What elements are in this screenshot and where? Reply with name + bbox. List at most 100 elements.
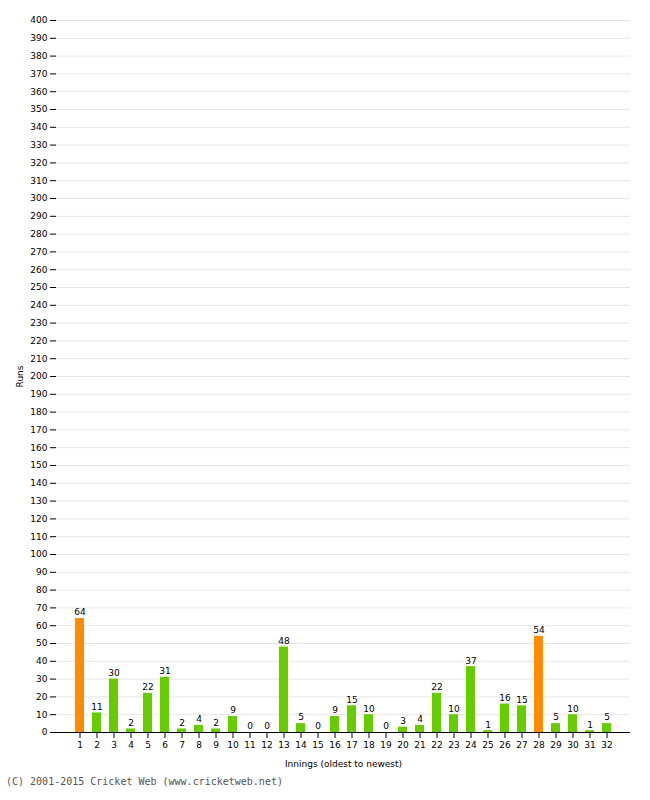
svg-text:3: 3: [111, 740, 117, 750]
svg-text:30: 30: [36, 674, 48, 684]
svg-text:27: 27: [516, 740, 527, 750]
svg-text:180: 180: [30, 407, 47, 417]
svg-text:32: 32: [601, 740, 612, 750]
svg-text:400: 400: [30, 15, 47, 25]
svg-text:170: 170: [30, 425, 47, 435]
svg-text:Innings (oldest to newest): Innings (oldest to newest): [285, 759, 402, 769]
svg-text:14: 14: [295, 740, 307, 750]
svg-text:0: 0: [247, 721, 253, 731]
svg-text:10: 10: [448, 704, 460, 714]
svg-text:320: 320: [30, 158, 47, 168]
svg-text:9: 9: [213, 740, 219, 750]
svg-text:1: 1: [485, 720, 491, 730]
svg-text:Runs: Runs: [15, 365, 25, 387]
svg-text:16: 16: [329, 740, 341, 750]
svg-text:220: 220: [30, 336, 47, 346]
svg-text:380: 380: [30, 51, 47, 61]
svg-text:29: 29: [550, 740, 562, 750]
svg-text:370: 370: [30, 69, 47, 79]
svg-text:160: 160: [30, 443, 47, 453]
svg-text:330: 330: [30, 140, 47, 150]
svg-text:140: 140: [30, 478, 47, 488]
svg-text:5: 5: [298, 712, 304, 722]
svg-text:10: 10: [227, 740, 239, 750]
svg-text:11: 11: [244, 740, 255, 750]
svg-text:390: 390: [30, 33, 47, 43]
svg-text:2: 2: [213, 718, 219, 728]
svg-text:2: 2: [128, 718, 134, 728]
svg-text:240: 240: [30, 300, 47, 310]
svg-text:15: 15: [346, 695, 357, 705]
svg-text:64: 64: [74, 607, 86, 617]
svg-text:21: 21: [414, 740, 425, 750]
svg-text:10: 10: [363, 704, 375, 714]
svg-text:80: 80: [36, 585, 48, 595]
svg-text:270: 270: [30, 247, 47, 257]
svg-text:200: 200: [30, 371, 47, 381]
svg-text:30: 30: [567, 740, 579, 750]
svg-text:190: 190: [30, 389, 47, 399]
svg-text:300: 300: [30, 193, 47, 203]
svg-text:1: 1: [77, 740, 83, 750]
svg-text:4: 4: [128, 740, 134, 750]
svg-text:10: 10: [567, 704, 579, 714]
svg-text:12: 12: [261, 740, 272, 750]
svg-text:26: 26: [499, 740, 511, 750]
svg-text:22: 22: [431, 740, 442, 750]
svg-text:5: 5: [604, 712, 610, 722]
svg-text:5: 5: [145, 740, 151, 750]
svg-text:18: 18: [363, 740, 375, 750]
svg-text:17: 17: [346, 740, 357, 750]
svg-text:150: 150: [30, 460, 47, 470]
svg-text:350: 350: [30, 104, 47, 114]
svg-text:10: 10: [36, 710, 48, 720]
svg-text:37: 37: [465, 656, 476, 666]
svg-text:50: 50: [36, 638, 48, 648]
svg-text:4: 4: [417, 714, 423, 724]
svg-text:90: 90: [36, 567, 48, 577]
svg-text:120: 120: [30, 514, 47, 524]
svg-text:22: 22: [431, 682, 442, 692]
svg-text:210: 210: [30, 354, 47, 364]
svg-text:0: 0: [383, 721, 389, 731]
svg-text:360: 360: [30, 87, 47, 97]
svg-text:2: 2: [94, 740, 100, 750]
svg-text:5: 5: [553, 712, 559, 722]
svg-text:13: 13: [278, 740, 289, 750]
svg-text:3: 3: [400, 716, 406, 726]
svg-text:130: 130: [30, 496, 47, 506]
svg-text:19: 19: [380, 740, 392, 750]
svg-text:23: 23: [448, 740, 459, 750]
svg-text:0: 0: [42, 727, 48, 737]
svg-text:280: 280: [30, 229, 47, 239]
svg-text:0: 0: [315, 721, 321, 731]
svg-text:31: 31: [584, 740, 595, 750]
svg-text:0: 0: [264, 721, 270, 731]
svg-text:8: 8: [196, 740, 202, 750]
svg-text:290: 290: [30, 211, 47, 221]
svg-text:24: 24: [465, 740, 477, 750]
svg-text:20: 20: [397, 740, 409, 750]
svg-text:20: 20: [36, 692, 48, 702]
svg-text:4: 4: [196, 714, 202, 724]
svg-text:340: 340: [30, 122, 47, 132]
svg-text:230: 230: [30, 318, 47, 328]
svg-text:2: 2: [179, 718, 185, 728]
svg-text:30: 30: [108, 668, 120, 678]
svg-text:7: 7: [179, 740, 185, 750]
svg-text:9: 9: [230, 705, 236, 715]
svg-text:28: 28: [533, 740, 545, 750]
svg-text:22: 22: [142, 682, 153, 692]
svg-text:100: 100: [30, 549, 47, 559]
svg-text:110: 110: [30, 532, 47, 542]
svg-text:40: 40: [36, 656, 48, 666]
svg-text:9: 9: [332, 705, 338, 715]
svg-text:54: 54: [533, 625, 545, 635]
svg-text:31: 31: [159, 666, 170, 676]
svg-text:16: 16: [499, 693, 511, 703]
svg-text:310: 310: [30, 176, 47, 186]
svg-text:15: 15: [312, 740, 323, 750]
svg-text:11: 11: [91, 702, 102, 712]
svg-text:260: 260: [30, 265, 47, 275]
svg-text:60: 60: [36, 621, 48, 631]
